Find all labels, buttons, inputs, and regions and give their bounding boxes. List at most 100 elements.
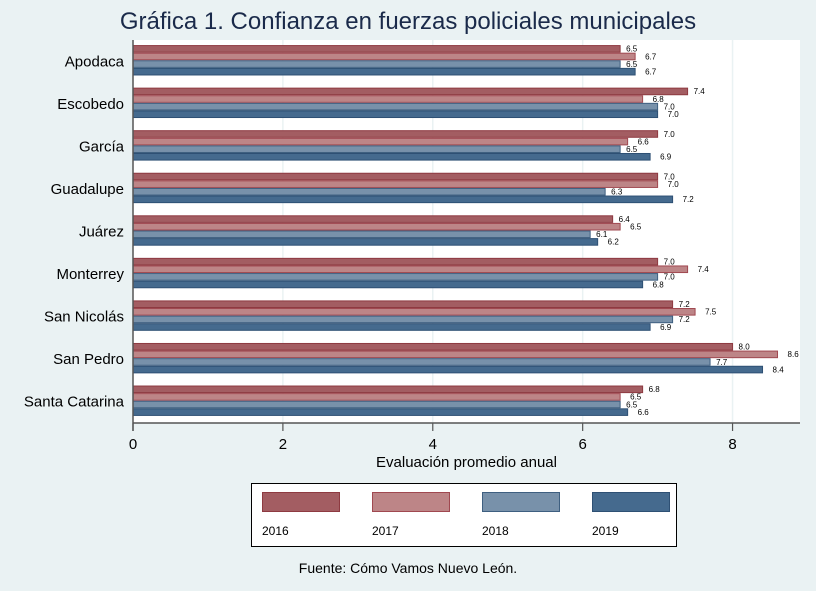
bar-santa-catarina-2016 — [132, 385, 644, 394]
category-label: García — [79, 138, 125, 155]
bar-apodaca-2017 — [132, 52, 636, 61]
category-label: Apodaca — [65, 53, 125, 70]
data-label-san-nicolás-2016: 7.2 — [679, 300, 691, 309]
bar-san-nicolás-2019 — [132, 323, 651, 331]
bar-apodaca-2018 — [132, 60, 621, 68]
bar-monterrey-2016 — [132, 257, 659, 266]
x-tick-label-6: 6 — [578, 436, 586, 453]
category-label: San Nicolás — [44, 309, 124, 326]
legend-label-2016: 2016 — [262, 524, 289, 538]
data-label-san-pedro-2017: 8.6 — [788, 350, 800, 359]
data-label-santa-catarina-2017: 6.5 — [630, 393, 642, 402]
bar-garcía-2016 — [132, 130, 659, 138]
data-label-apodaca-2016: 6.5 — [626, 45, 638, 54]
bar-juárez-2018 — [132, 230, 591, 239]
data-label-monterrey-2018: 7.0 — [664, 273, 676, 282]
x-axis-label: Evaluación promedio anual — [376, 454, 557, 471]
legend-label-2019: 2019 — [592, 524, 619, 538]
data-label-apodaca-2018: 6.5 — [626, 60, 638, 69]
bar-guadalupe-2019 — [132, 195, 674, 204]
bar-san-nicolás-2018 — [132, 315, 674, 324]
data-label-san-pedro-2018: 7.7 — [716, 358, 728, 367]
bar-santa-catarina-2018 — [132, 400, 621, 409]
bar-santa-catarina-2017 — [132, 393, 621, 401]
bar-chart: 6.56.76.56.7Apodaca7.46.87.07.0Escobedo7… — [24, 40, 800, 453]
bar-san-pedro-2016 — [132, 342, 734, 351]
data-label-escobedo-2018: 7.0 — [664, 102, 676, 111]
category-label: Guadalupe — [51, 181, 124, 198]
data-label-juárez-2017: 6.5 — [630, 223, 642, 232]
bar-san-pedro-2017 — [132, 350, 779, 359]
data-label-garcía-2016: 7.0 — [664, 130, 676, 139]
data-label-monterrey-2019: 6.8 — [653, 280, 665, 289]
data-label-san-nicolás-2018: 7.2 — [679, 315, 691, 324]
bar-escobedo-2016 — [132, 87, 689, 96]
bar-escobedo-2019 — [132, 110, 659, 119]
data-label-santa-catarina-2016: 6.8 — [649, 385, 661, 394]
bar-san-nicolás-2016 — [132, 300, 674, 309]
bar-monterrey-2017 — [132, 265, 689, 274]
data-label-juárez-2018: 6.1 — [596, 230, 608, 239]
category-label: Juárez — [79, 224, 124, 241]
bar-juárez-2017 — [132, 222, 621, 231]
data-label-escobedo-2017: 6.8 — [653, 95, 665, 104]
category-label: Santa Catarina — [24, 394, 125, 411]
data-label-santa-catarina-2018: 6.5 — [626, 400, 638, 409]
x-tick-label-0: 0 — [129, 436, 137, 453]
data-label-santa-catarina-2019: 6.6 — [638, 408, 650, 417]
data-label-escobedo-2019: 7.0 — [668, 110, 680, 119]
legend-item-2019: 2019 — [592, 492, 674, 538]
bar-monterrey-2019 — [132, 280, 644, 289]
data-label-san-pedro-2019: 8.4 — [773, 365, 785, 374]
data-label-monterrey-2017: 7.4 — [698, 265, 710, 274]
legend: 2016 2017 2018 2019 — [251, 483, 677, 547]
data-label-guadalupe-2019: 7.2 — [683, 195, 695, 204]
bar-santa-catarina-2019 — [132, 408, 629, 416]
bar-san-pedro-2018 — [132, 358, 711, 366]
category-label: Escobedo — [57, 96, 124, 113]
data-label-guadalupe-2016: 7.0 — [664, 172, 676, 181]
data-label-apodaca-2017: 6.7 — [645, 52, 657, 61]
category-label: San Pedro — [53, 351, 124, 368]
bar-garcía-2017 — [132, 137, 629, 146]
data-label-san-nicolás-2019: 6.9 — [660, 323, 672, 332]
bar-juárez-2016 — [132, 215, 614, 223]
source-note: Fuente: Cómo Vamos Nuevo León. — [298, 560, 518, 576]
legend-label-2018: 2018 — [482, 524, 509, 538]
data-label-san-pedro-2016: 8.0 — [739, 343, 751, 352]
legend-swatch-2019 — [592, 492, 670, 512]
data-label-guadalupe-2017: 7.0 — [668, 180, 680, 189]
bar-juárez-2019 — [132, 238, 599, 246]
data-label-monterrey-2016: 7.0 — [664, 257, 676, 266]
x-tick-label-2: 2 — [279, 436, 287, 453]
x-tick-label-8: 8 — [728, 436, 736, 453]
data-label-juárez-2016: 6.4 — [619, 215, 631, 224]
bar-guadalupe-2017 — [132, 180, 659, 188]
legend-item-2017: 2017 — [372, 492, 454, 538]
bar-escobedo-2017 — [132, 95, 644, 103]
data-label-san-nicolás-2017: 7.5 — [705, 308, 717, 317]
legend-item-2016: 2016 — [262, 492, 344, 538]
bar-guadalupe-2018 — [132, 187, 606, 196]
data-label-guadalupe-2018: 6.3 — [611, 188, 623, 197]
category-label: Monterrey — [56, 266, 124, 283]
data-label-garcía-2018: 6.5 — [626, 145, 638, 154]
bar-garcía-2018 — [132, 145, 621, 153]
legend-label-2017: 2017 — [372, 524, 399, 538]
data-label-garcía-2017: 6.6 — [638, 137, 650, 146]
bar-escobedo-2018 — [132, 102, 659, 111]
bar-san-nicolás-2017 — [132, 308, 696, 316]
bar-apodaca-2016 — [132, 45, 621, 53]
legend-swatch-2016 — [262, 492, 340, 512]
legend-item-2018: 2018 — [482, 492, 564, 538]
data-label-garcía-2019: 6.9 — [660, 153, 672, 162]
legend-swatch-2018 — [482, 492, 560, 512]
chart-title: Gráfica 1. Confianza en fuerzas policial… — [119, 8, 697, 35]
data-label-apodaca-2019: 6.7 — [645, 67, 657, 76]
data-label-escobedo-2016: 7.4 — [694, 87, 706, 96]
bar-guadalupe-2016 — [132, 172, 659, 181]
data-label-juárez-2019: 6.2 — [608, 238, 620, 247]
x-tick-label-4: 4 — [429, 436, 437, 453]
bar-apodaca-2019 — [132, 67, 636, 76]
bar-san-pedro-2019 — [132, 365, 764, 374]
